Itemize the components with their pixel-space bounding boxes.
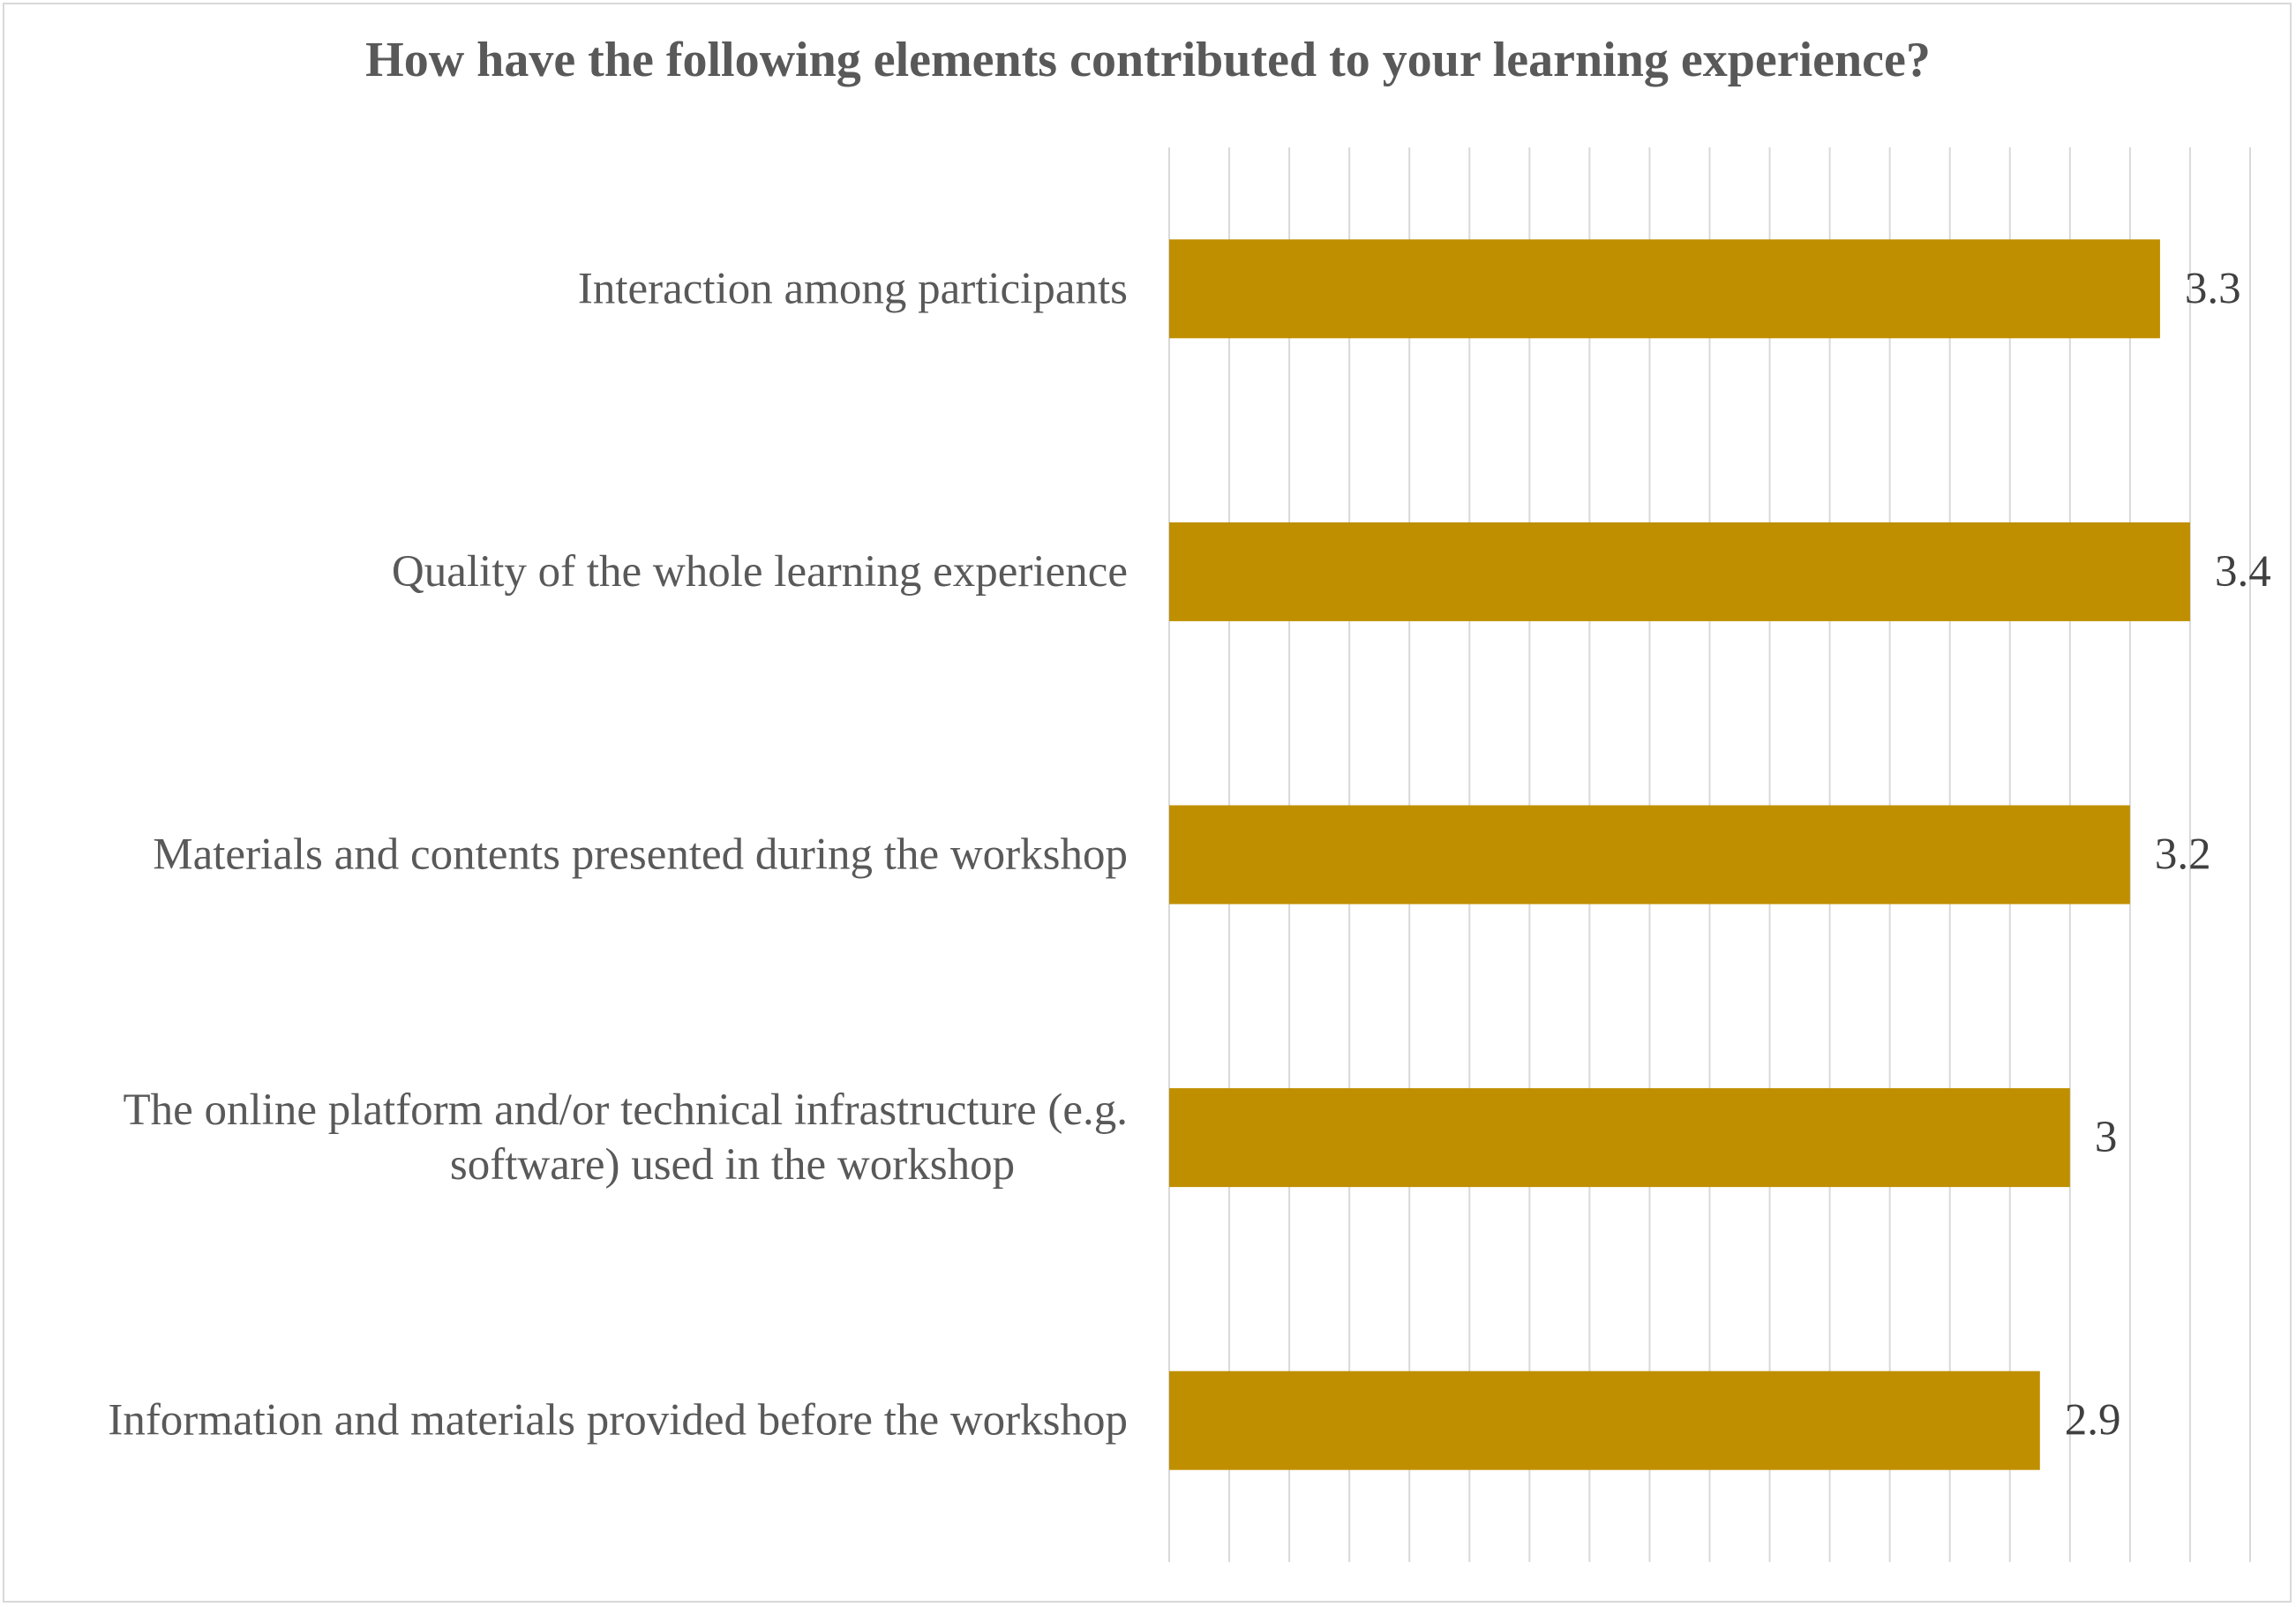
category-label-line: Materials and contents presented during … <box>153 830 1128 880</box>
data-label: 2.9 <box>2065 1396 2121 1446</box>
category-label: The online platform and/or technical inf… <box>123 1085 1128 1190</box>
category-label-line: software) used in the workshop <box>450 1140 1015 1190</box>
category-label-line: Interaction among participants <box>578 264 1128 313</box>
data-labels: 3.3 3.4 3.2 3 2.9 <box>2065 264 2271 1445</box>
data-label: 3.3 <box>2185 264 2241 313</box>
bar <box>1169 1370 2040 1470</box>
category-label: Interaction among participants <box>578 264 1128 313</box>
category-label: Materials and contents presented during … <box>153 830 1128 880</box>
data-label: 3 <box>2095 1113 2118 1162</box>
category-label: Information and materials provided befor… <box>108 1396 1128 1446</box>
data-label: 3.2 <box>2155 830 2211 880</box>
data-label: 3.4 <box>2215 547 2271 597</box>
bar <box>1169 1088 2070 1188</box>
category-labels: Interaction among participants Quality of… <box>108 264 1128 1445</box>
bar <box>1169 239 2160 339</box>
category-label-line: Information and materials provided befor… <box>108 1396 1128 1446</box>
bar <box>1169 805 2130 905</box>
category-label-line: Quality of the whole learning experience <box>392 547 1128 597</box>
category-label-line: The online platform and/or technical inf… <box>123 1085 1128 1135</box>
bar <box>1169 522 2190 621</box>
category-label: Quality of the whole learning experience <box>392 547 1128 597</box>
chart-title: How have the following elements contribu… <box>365 33 1931 87</box>
bars <box>1169 239 2190 1470</box>
